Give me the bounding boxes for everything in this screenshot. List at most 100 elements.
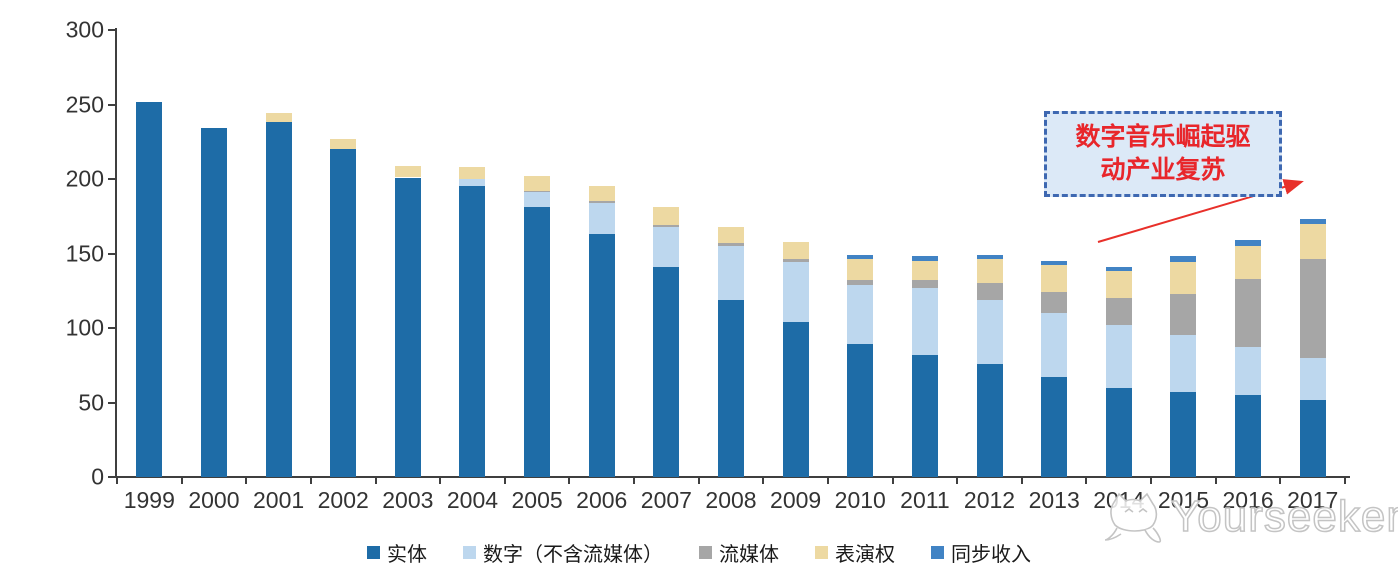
- x-axis-line: [115, 476, 1350, 478]
- annotation-text-line1: 数字音乐崛起驱: [1075, 124, 1251, 151]
- bar-segment-2016-physical: [1235, 395, 1262, 477]
- bar-segment-2012-physical: [976, 363, 1003, 477]
- y-axis-label-50: 50: [78, 389, 104, 415]
- bar-segment-2013-digital-excl-streaming: [1041, 313, 1068, 378]
- x-tick-4: [374, 477, 377, 484]
- x-tick-13: [956, 477, 959, 484]
- y-tick-150: [108, 252, 116, 255]
- y-axis-label-100: 100: [65, 314, 104, 341]
- bar-segment-2006-digital-excl-streaming: [588, 202, 615, 235]
- legend-swatch-sync-revenue: [931, 546, 944, 559]
- x-axis-label-2005: 2005: [511, 487, 563, 513]
- x-axis-label-2010: 2010: [834, 487, 886, 513]
- bar-segment-2009-physical: [782, 322, 809, 477]
- x-axis-label-2015: 2015: [1157, 487, 1209, 513]
- bar-segment-2007-streaming: [653, 225, 680, 227]
- x-axis-label-2006: 2006: [576, 487, 628, 513]
- bar-segment-2001-performance-rights: [265, 113, 292, 123]
- bar-segment-2008-streaming: [718, 243, 744, 247]
- bar-segment-2014-performance-rights: [1105, 271, 1132, 299]
- y-tick-200: [108, 178, 116, 180]
- bar-segment-2015-sync-revenue: [1170, 256, 1197, 263]
- bar-segment-2002-physical: [330, 149, 357, 477]
- legend-swatch-streaming: [699, 546, 712, 559]
- bar-segment-2004-physical: [459, 186, 486, 477]
- x-axis-label-2008: 2008: [705, 487, 757, 513]
- bar-segment-2016-streaming: [1235, 278, 1262, 348]
- bar-segment-2011-physical: [911, 354, 938, 477]
- bar-segment-2013-physical: [1041, 377, 1068, 477]
- x-tick-3: [309, 477, 312, 484]
- x-tick-2: [245, 477, 248, 484]
- bar-segment-2017-streaming: [1299, 259, 1326, 358]
- x-axis-label-2009: 2009: [770, 487, 822, 513]
- bar-segment-2010-digital-excl-streaming: [847, 284, 874, 345]
- bar-segment-2011-streaming: [911, 280, 938, 288]
- bar-segment-2011-performance-rights: [911, 260, 938, 281]
- bar-segment-2016-sync-revenue: [1235, 240, 1262, 247]
- bar-segment-2002-performance-rights: [330, 138, 357, 150]
- y-tick-0: [108, 476, 116, 478]
- cat-logo-icon: [1104, 492, 1162, 543]
- x-tick-5: [439, 477, 442, 484]
- y-tick-100: [108, 327, 116, 329]
- bar-segment-2014-streaming: [1105, 298, 1132, 325]
- bar-segment-2005-streaming: [524, 190, 551, 193]
- x-tick-16: [1150, 477, 1153, 484]
- bar-segment-2013-performance-rights: [1041, 265, 1068, 293]
- bar-segment-2006-performance-rights: [588, 186, 615, 202]
- annotation-callout: 数字音乐崛起驱 动产业复苏: [1044, 111, 1282, 197]
- bar-segment-2017-physical: [1299, 399, 1326, 477]
- bar-segment-2013-sync-revenue: [1041, 260, 1068, 266]
- x-tick-11: [826, 477, 829, 484]
- bar-segment-2012-digital-excl-streaming: [976, 299, 1003, 364]
- bar-segment-2017-digital-excl-streaming: [1299, 357, 1326, 400]
- y-axis-label-150: 150: [65, 240, 104, 266]
- y-tick-250: [108, 103, 116, 106]
- bar-segment-2017-sync-revenue: [1299, 219, 1326, 224]
- bar-segment-2009-streaming: [782, 259, 809, 263]
- legend-swatch-physical: [367, 546, 380, 559]
- x-tick-10: [762, 477, 765, 484]
- x-tick-19: [1344, 477, 1346, 484]
- y-axis-label-200: 200: [65, 165, 104, 192]
- x-axis-label-2016: 2016: [1222, 487, 1274, 513]
- bar-segment-2014-sync-revenue: [1105, 266, 1132, 272]
- x-tick-14: [1020, 477, 1023, 484]
- chart-legend: 实体 数字（不含流媒体） 流媒体 表演权 同步收入: [0, 538, 1398, 567]
- bar-segment-2016-performance-rights: [1235, 246, 1262, 279]
- legend-label-performance-rights: 表演权: [835, 544, 895, 566]
- x-tick-1: [180, 477, 183, 484]
- bar-segment-2012-performance-rights: [976, 259, 1003, 284]
- bar-segment-2010-performance-rights: [847, 259, 874, 281]
- bar-segment-1999-physical: [136, 101, 163, 477]
- watermark-text: Yourseeker: [1170, 491, 1398, 542]
- x-tick-8: [633, 477, 636, 484]
- bar-segment-2010-sync-revenue: [847, 254, 874, 260]
- legend-label-sync-revenue: 同步收入: [951, 544, 1031, 566]
- bar-segment-2003-physical: [394, 177, 421, 477]
- y-axis-line: [115, 28, 117, 478]
- bar-segment-2016-digital-excl-streaming: [1235, 347, 1262, 396]
- x-axis-label-2003: 2003: [382, 487, 434, 513]
- legend-label-streaming: 流媒体: [719, 544, 779, 566]
- bar-segment-2005-performance-rights: [524, 176, 551, 191]
- x-tick-0: [116, 477, 118, 484]
- bar-segment-2014-digital-excl-streaming: [1105, 325, 1132, 388]
- bar-segment-2006-streaming: [588, 201, 615, 203]
- annotation-text-line2: 动产业复苏: [1100, 157, 1226, 184]
- legend-item-digital-excl-streaming: 数字（不含流媒体）: [463, 538, 663, 567]
- bar-segment-2014-physical: [1105, 387, 1132, 477]
- bar-segment-2010-physical: [847, 344, 874, 477]
- bar-segment-2007-physical: [653, 266, 680, 477]
- bar-segment-2009-digital-excl-streaming: [782, 262, 809, 323]
- legend-item-streaming: 流媒体: [699, 538, 779, 567]
- legend-swatch-digital-excl-streaming: [463, 546, 476, 559]
- legend-item-physical: 实体: [367, 538, 427, 567]
- y-tick-300: [108, 29, 116, 31]
- x-axis-label-2004: 2004: [446, 487, 499, 513]
- x-tick-17: [1214, 477, 1217, 484]
- x-axis-label-2007: 2007: [640, 487, 692, 513]
- bar-segment-2012-sync-revenue: [976, 254, 1003, 260]
